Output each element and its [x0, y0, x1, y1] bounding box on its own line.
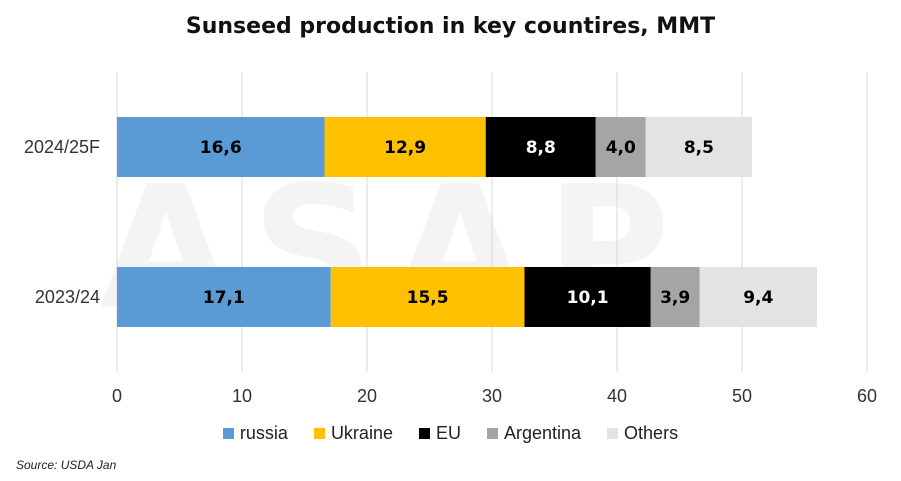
source-note: Source: USDA Jan — [16, 458, 117, 472]
x-tick-label: 0 — [112, 386, 122, 406]
data-label: 4,0 — [606, 138, 636, 158]
x-tick-label: 50 — [732, 386, 752, 406]
bar-segment-eu — [485, 117, 596, 177]
data-label: 9,4 — [743, 288, 773, 308]
data-label: 15,5 — [407, 288, 449, 308]
bar-segment-ukraine — [330, 267, 525, 327]
legend-label: EU — [435, 423, 461, 443]
data-label: 10,1 — [567, 288, 609, 308]
legend-label: russia — [239, 423, 288, 443]
bar-segment-ukraine — [324, 117, 486, 177]
bar-segment-others — [699, 267, 817, 327]
bar-segment-argentina — [595, 117, 646, 177]
bar-segment-argentina — [650, 267, 700, 327]
x-tick-label: 40 — [607, 386, 627, 406]
x-tick-label: 10 — [232, 386, 252, 406]
legend-item-argentina: Argentina — [486, 423, 582, 444]
bar-segment-russia — [117, 117, 325, 177]
legend-swatch — [313, 428, 325, 439]
chart-title: Sunseed production in key countires, MMT — [185, 14, 716, 39]
x-tick-label: 20 — [357, 386, 377, 406]
y-category-label: 2023/24 — [35, 287, 100, 307]
data-label: 8,8 — [526, 138, 556, 158]
legend: russia Ukraine EU Argentina Others — [0, 423, 901, 444]
x-tick-label: 30 — [482, 386, 502, 406]
legend-label: Others — [624, 423, 679, 443]
legend-label: Ukraine — [330, 423, 393, 443]
legend-item-ukraine: Ukraine — [313, 423, 393, 444]
data-label: 17,1 — [203, 288, 245, 308]
legend-swatch — [607, 428, 619, 439]
data-label: 16,6 — [200, 138, 242, 158]
legend-item-others: Others — [607, 423, 678, 444]
x-tick-label: 60 — [857, 386, 877, 406]
data-label: 3,9 — [660, 288, 690, 308]
data-label: 8,5 — [684, 138, 714, 158]
y-category-label: 2024/25F — [24, 137, 100, 157]
legend-swatch — [486, 428, 498, 439]
legend-label: Argentina — [503, 423, 582, 443]
legend-swatch — [222, 428, 234, 439]
data-label: 12,9 — [384, 138, 426, 158]
bar-segment-russia — [117, 267, 331, 327]
legend-swatch — [418, 428, 430, 439]
bar-segment-others — [645, 117, 752, 177]
legend-item-eu: EU — [418, 423, 461, 444]
legend-item-russia: russia — [222, 423, 288, 444]
bar-segment-eu — [524, 267, 651, 327]
